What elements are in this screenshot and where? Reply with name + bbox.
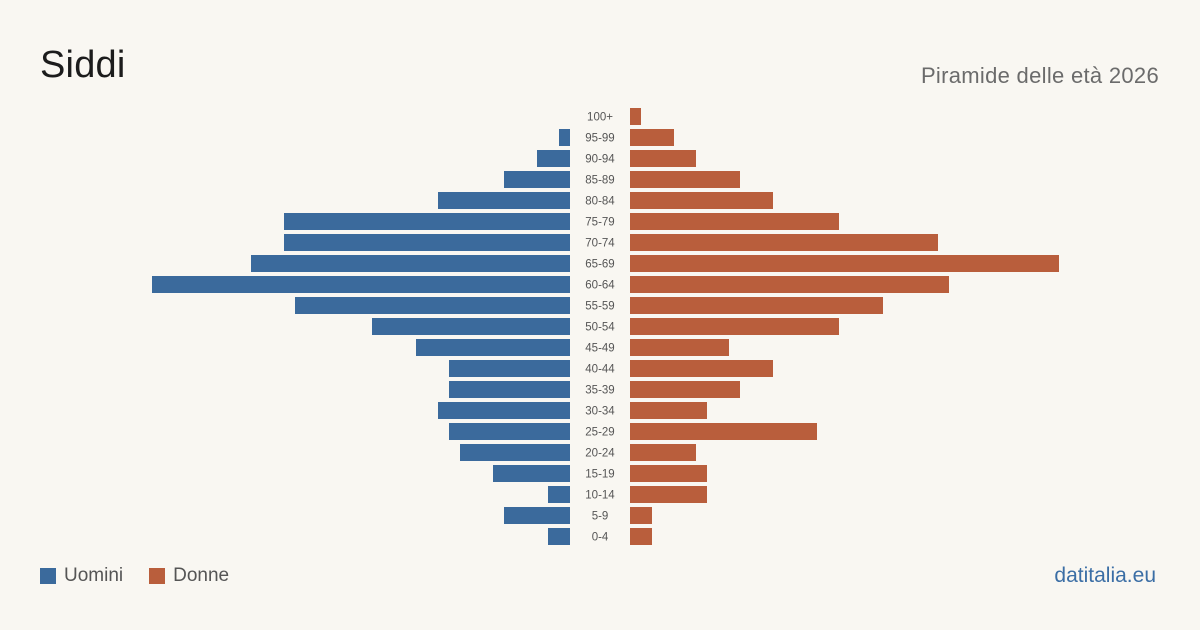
age-label-40-44: 40-44 — [585, 364, 615, 376]
age-label-60-64: 60-64 — [585, 280, 615, 292]
bar-male-65-69 — [251, 255, 570, 272]
bar-male-45-49 — [416, 339, 570, 356]
age-label-90-94: 90-94 — [585, 154, 615, 166]
age-label-55-59: 55-59 — [585, 301, 614, 313]
bar-female-45-49 — [630, 339, 729, 356]
bar-male-60-64 — [152, 276, 570, 293]
age-label-25-29: 25-29 — [585, 427, 614, 439]
age-label-75-79: 75-79 — [585, 217, 614, 229]
bar-male-50-54 — [372, 318, 570, 335]
bar-female-40-44 — [630, 360, 773, 377]
bar-male-75-79 — [284, 213, 570, 230]
bar-female-65-69 — [630, 255, 1059, 272]
bar-female-10-14 — [630, 486, 707, 503]
age-label-95-99: 95-99 — [585, 133, 614, 145]
bar-female-20-24 — [630, 444, 696, 461]
bar-male-70-74 — [284, 234, 570, 251]
bar-female-25-29 — [630, 423, 817, 440]
bar-female-80-84 — [630, 192, 773, 209]
bar-female-5-9 — [630, 507, 652, 524]
bar-male-30-34 — [438, 402, 570, 419]
bar-male-40-44 — [449, 360, 570, 377]
legend-label-male: Uomini — [64, 565, 124, 586]
age-label-70-74: 70-74 — [585, 238, 615, 250]
bar-female-90-94 — [630, 150, 696, 167]
bar-female-0-4 — [630, 528, 652, 545]
bar-male-80-84 — [438, 192, 570, 209]
bar-male-55-59 — [295, 297, 570, 314]
page-title: Siddi — [40, 44, 126, 86]
age-label-10-14: 10-14 — [585, 490, 615, 502]
age-label-45-49: 45-49 — [585, 343, 614, 355]
age-label-85-89: 85-89 — [585, 175, 614, 187]
age-label-15-19: 15-19 — [585, 469, 614, 481]
brand-link[interactable]: datitalia.eu — [1054, 564, 1156, 587]
chart-subtitle: Piramide delle età 2026 — [920, 63, 1159, 88]
bar-female-95-99 — [630, 129, 674, 146]
legend-item-female: Donne — [149, 565, 229, 587]
bar-male-10-14 — [548, 486, 570, 503]
legend-label-female: Donne — [173, 565, 230, 586]
legend-swatch-male — [40, 568, 56, 584]
bar-female-70-74 — [630, 234, 938, 251]
age-label-20-24: 20-24 — [585, 448, 615, 460]
age-label-0-4: 0-4 — [592, 532, 609, 544]
age-label-65-69: 65-69 — [585, 259, 614, 271]
age-label-5-9: 5-9 — [592, 511, 609, 523]
bar-male-5-9 — [504, 507, 570, 524]
bar-female-15-19 — [630, 465, 707, 482]
bar-male-85-89 — [504, 171, 570, 188]
chart-legend: Uomini Donne — [40, 565, 229, 587]
age-label-35-39: 35-39 — [585, 385, 614, 397]
bar-female-85-89 — [630, 171, 740, 188]
bar-male-0-4 — [548, 528, 570, 545]
age-label-30-34: 30-34 — [585, 406, 615, 418]
bar-female-60-64 — [630, 276, 949, 293]
age-label-50-54: 50-54 — [585, 322, 615, 334]
bar-male-20-24 — [460, 444, 570, 461]
legend-item-male: Uomini — [40, 565, 123, 587]
bar-female-100+ — [630, 108, 641, 125]
bar-female-50-54 — [630, 318, 839, 335]
age-label-100+: 100+ — [587, 112, 613, 124]
bar-male-15-19 — [493, 465, 570, 482]
legend-swatch-female — [149, 568, 166, 584]
bar-female-55-59 — [630, 297, 883, 314]
age-label-80-84: 80-84 — [585, 196, 615, 208]
bar-male-95-99 — [559, 129, 570, 146]
bar-male-90-94 — [537, 150, 570, 167]
bar-male-35-39 — [449, 381, 570, 398]
bar-female-75-79 — [630, 213, 839, 230]
bar-male-25-29 — [449, 423, 570, 440]
bar-female-35-39 — [630, 381, 740, 398]
bar-female-30-34 — [630, 402, 707, 419]
